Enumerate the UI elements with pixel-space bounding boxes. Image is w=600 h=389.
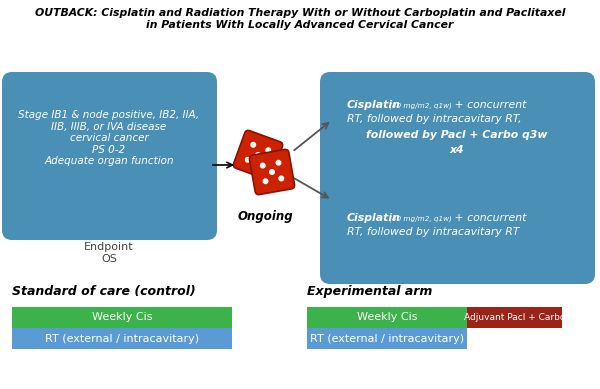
Text: RT (external / intracavitary): RT (external / intracavitary)	[310, 333, 464, 343]
Text: Weekly Cis: Weekly Cis	[92, 312, 152, 322]
Circle shape	[245, 157, 251, 163]
Text: Experimental arm: Experimental arm	[307, 285, 433, 298]
Circle shape	[255, 152, 261, 158]
FancyBboxPatch shape	[12, 307, 232, 328]
Circle shape	[260, 162, 266, 168]
Text: Cisplatin: Cisplatin	[347, 100, 401, 110]
Text: Stage IB1 & node positive, IB2, IIA,
IIB, IIIB, or IVA disease
cervical cancer
P: Stage IB1 & node positive, IB2, IIA, IIB…	[19, 110, 200, 166]
FancyBboxPatch shape	[307, 328, 467, 349]
Text: Adjuvant Pacl + Carbo: Adjuvant Pacl + Carbo	[464, 313, 565, 322]
Text: + concurrent: + concurrent	[451, 100, 526, 110]
Text: Standard of care (control): Standard of care (control)	[12, 285, 196, 298]
Text: Weekly Cis: Weekly Cis	[357, 312, 417, 322]
FancyBboxPatch shape	[307, 307, 467, 328]
Text: followed by Pacl + Carbo q3w: followed by Pacl + Carbo q3w	[367, 130, 548, 140]
Text: RT (external / intracavitary): RT (external / intracavitary)	[45, 333, 199, 343]
FancyBboxPatch shape	[2, 72, 217, 240]
Text: (40 mg/m2, q1w): (40 mg/m2, q1w)	[389, 102, 452, 109]
Text: Ongoing: Ongoing	[237, 210, 293, 223]
FancyBboxPatch shape	[12, 328, 232, 349]
Circle shape	[263, 178, 269, 184]
FancyBboxPatch shape	[233, 130, 283, 180]
Circle shape	[265, 147, 271, 153]
Text: x4: x4	[449, 145, 464, 155]
FancyBboxPatch shape	[467, 307, 562, 328]
Text: + concurrent: + concurrent	[451, 213, 526, 223]
FancyBboxPatch shape	[320, 186, 595, 284]
Circle shape	[269, 169, 275, 175]
Circle shape	[250, 142, 256, 148]
Circle shape	[278, 175, 284, 182]
Text: RT, followed by intracavitary RT: RT, followed by intracavitary RT	[347, 227, 520, 237]
FancyBboxPatch shape	[250, 149, 295, 194]
Circle shape	[275, 160, 281, 166]
Text: Endpoint
OS: Endpoint OS	[84, 242, 134, 264]
FancyBboxPatch shape	[320, 72, 595, 202]
Circle shape	[260, 163, 266, 168]
Text: (40 mg/m2, q1w): (40 mg/m2, q1w)	[389, 215, 452, 221]
Text: Cisplatin: Cisplatin	[347, 213, 401, 223]
Text: OUTBACK: Cisplatin and Radiation Therapy With or Without Carboplatin and Paclita: OUTBACK: Cisplatin and Radiation Therapy…	[35, 8, 565, 30]
Text: RT, followed by intracavitary RT,: RT, followed by intracavitary RT,	[347, 114, 521, 124]
